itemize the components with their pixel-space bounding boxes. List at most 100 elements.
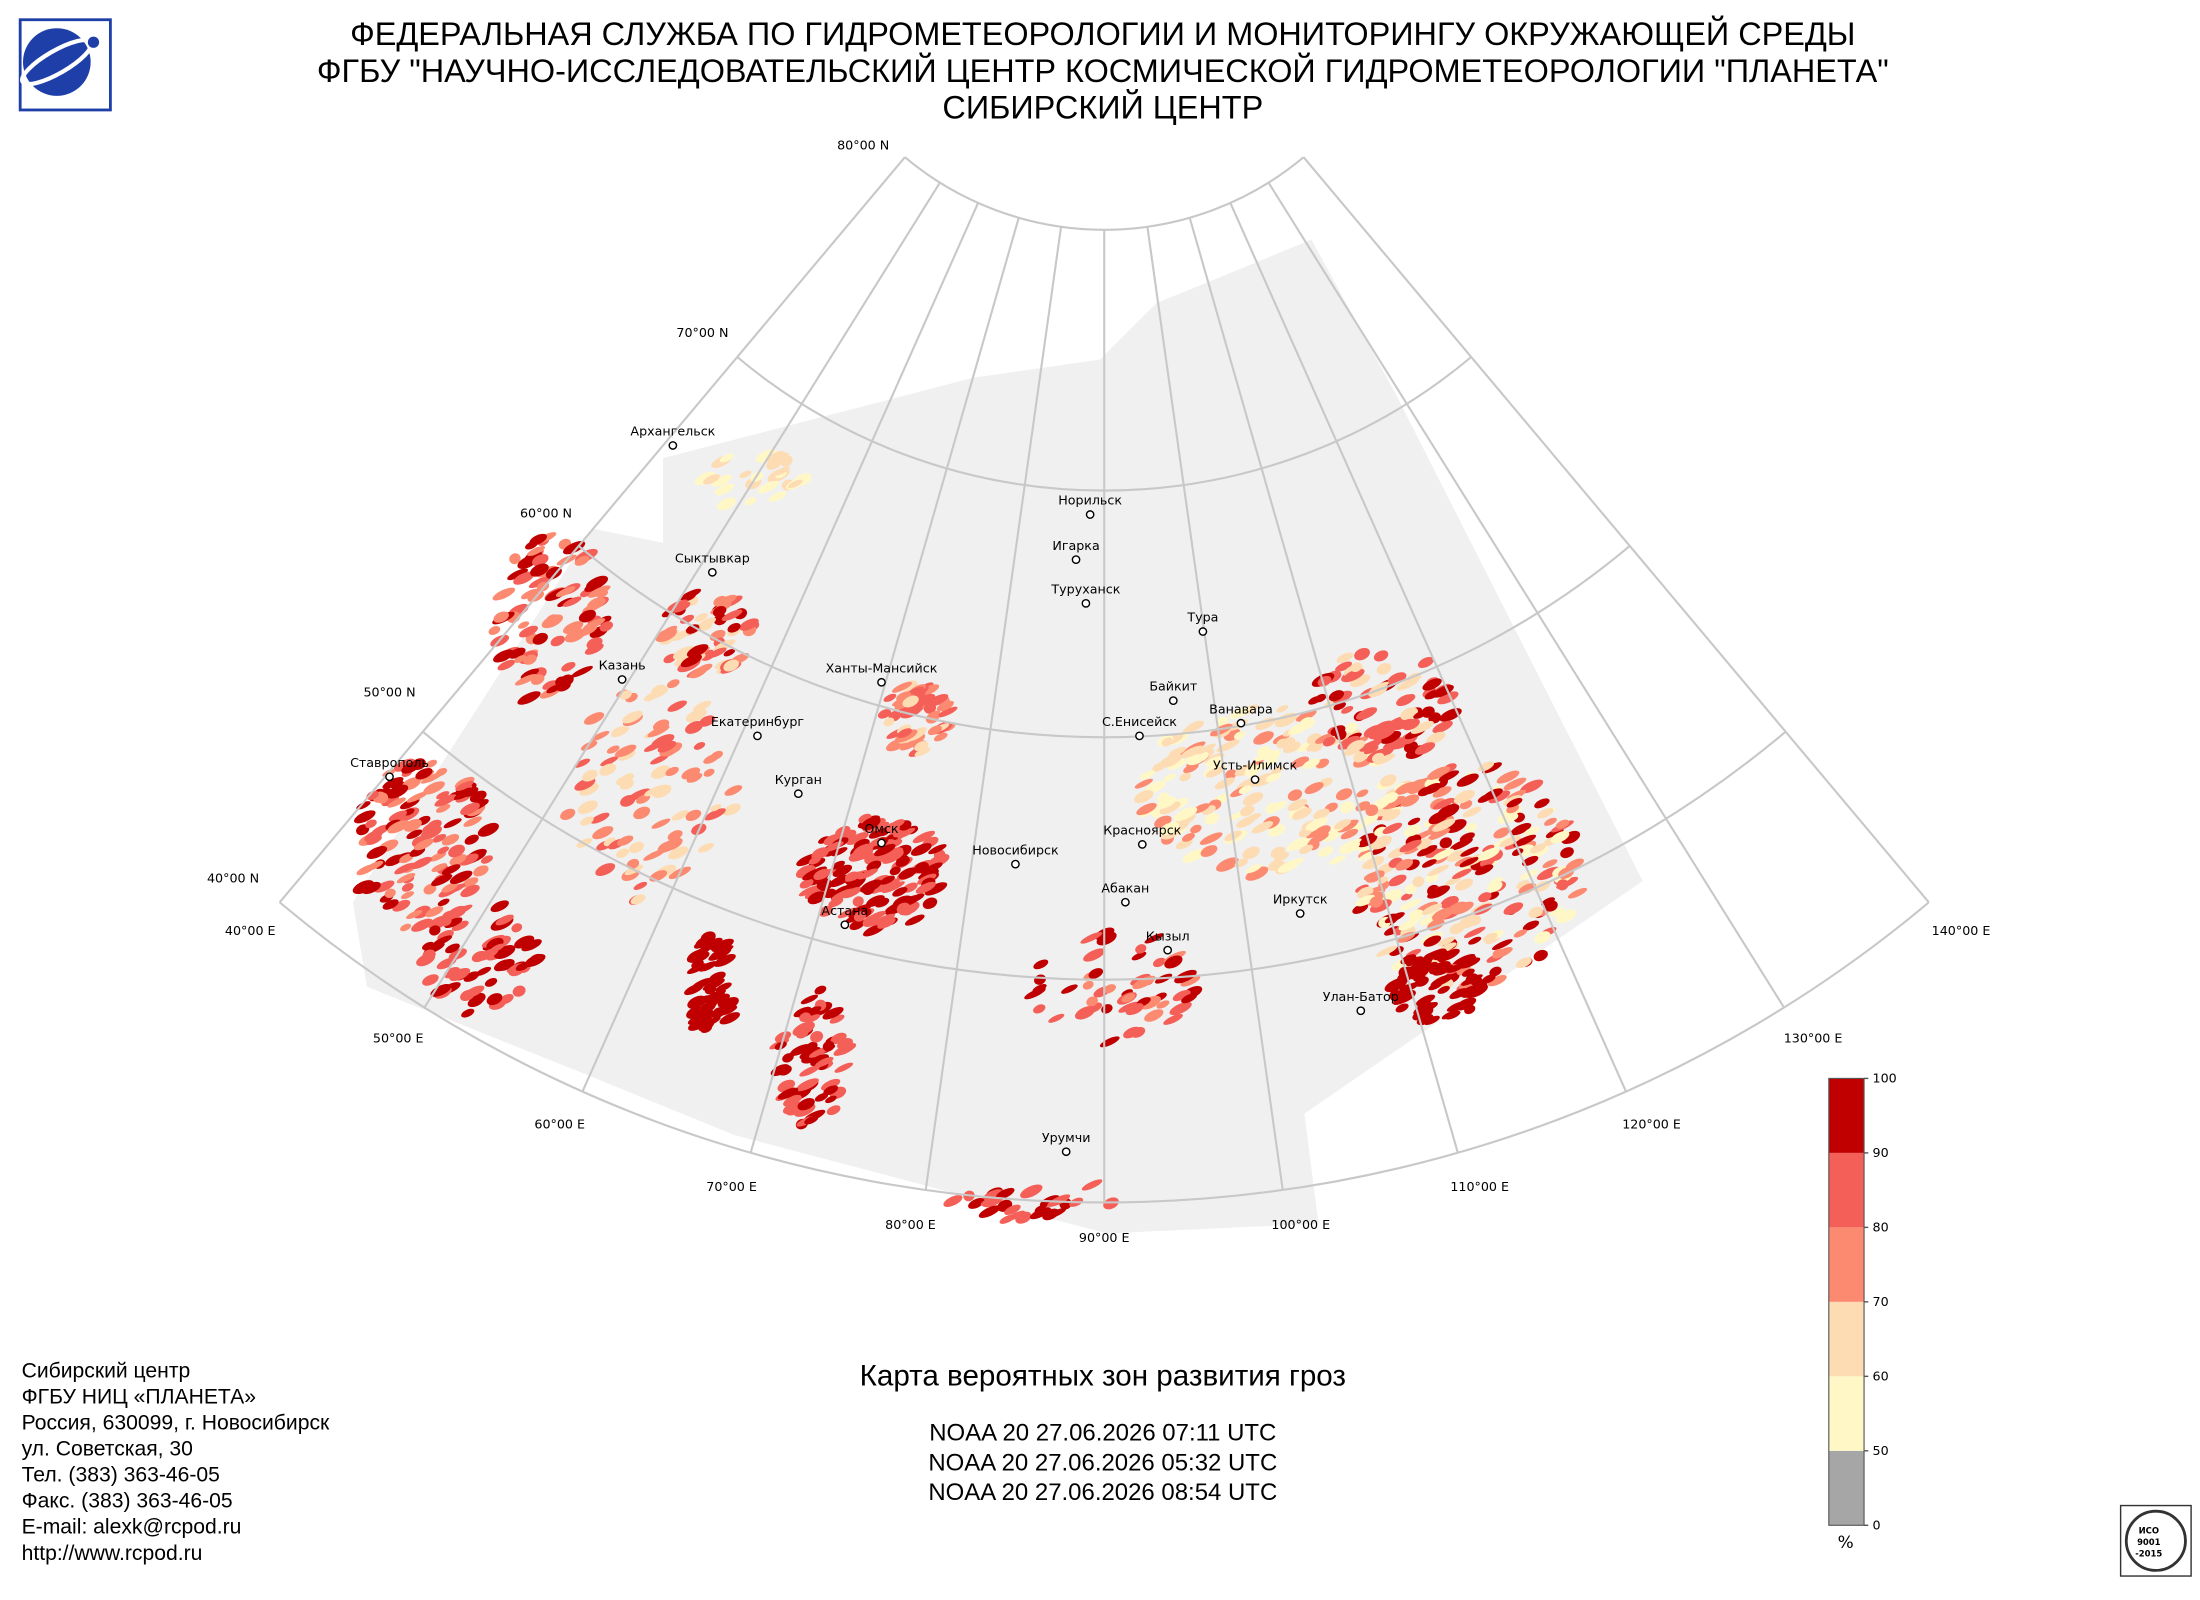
legend-bin [1828,1227,1865,1302]
storm-patch [722,803,741,816]
storm-patch [1462,968,1475,977]
storm-patch [1432,720,1453,734]
storm-patch [1341,705,1354,714]
storm-patch [633,806,651,820]
storm-patch [1265,772,1282,783]
storm-patch [614,744,637,758]
storm-patch [523,654,537,665]
storm-patch [665,766,679,777]
city-marker [877,838,886,848]
storm-patch [1334,819,1351,830]
storm-patch [1445,876,1461,886]
contact-line: ФГБУ НИЦ «ПЛАНЕТА» [22,1385,256,1408]
storm-patch [936,700,954,712]
storm-patch [1400,954,1417,965]
storm-patch [1032,984,1047,993]
storm-patch [1499,835,1521,848]
storm-patch [872,821,890,832]
storm-patch [708,948,732,961]
storm-patch [436,791,450,800]
storm-patch [578,609,596,623]
storm-patch [739,618,759,631]
storm-patch [1428,811,1449,825]
storm-patch [420,825,442,840]
city-label: Ханты-Мансийск [826,660,938,675]
storm-patch [633,881,648,891]
storm-patch [672,601,691,613]
storm-patch [517,691,541,705]
legend-bin [1828,1078,1865,1153]
storm-patch [860,816,881,831]
storm-patch [616,848,630,858]
storm-patch [1251,821,1274,834]
storm-patch [441,882,458,893]
storm-patch [797,1098,815,1111]
storm-patch [392,899,411,912]
storm-patch [1179,772,1191,782]
latitude-label: 50°00 N [363,684,415,699]
storm-patch [399,853,414,864]
meridian [1302,156,1930,904]
storm-patch [834,885,851,895]
city-marker [1071,555,1081,565]
storm-patch [425,906,444,918]
storm-patch [509,553,521,565]
storm-patch [650,765,671,779]
storm-patch [517,555,538,569]
storm-patch [833,1043,857,1056]
city-marker [1163,945,1173,955]
storm-patch [528,576,551,589]
storm-patch [978,1205,1001,1218]
storm-patch [849,919,865,931]
storm-patch [1474,864,1494,876]
longitude-label: 40°00 E [225,923,276,938]
storm-patch [1437,691,1459,705]
storm-patch [1158,821,1180,836]
storm-patch [401,882,414,892]
storm-patch [617,835,634,846]
storm-patch [644,784,666,797]
storm-patch [1432,786,1452,798]
storm-patch [520,668,539,680]
storm-patch [462,877,479,888]
storm-patch [1380,774,1397,787]
storm-patch [1515,957,1532,969]
city-label: Казань [599,658,646,673]
storm-patch [717,497,737,511]
storm-patch [694,613,708,622]
legend-tick-label: 80 [1873,1220,1889,1235]
storm-patch [810,1030,824,1043]
storm-patch [1398,919,1418,931]
storm-patch [1518,883,1537,895]
storm-patch [830,888,855,901]
storm-patch [1459,955,1477,967]
parallel [904,156,1305,231]
storm-patch [542,680,558,690]
storm-patch [1449,988,1469,1000]
storm-patch [1328,690,1345,702]
storm-patch [671,629,691,642]
storm-patch [352,880,374,895]
storm-patch [1195,743,1216,755]
storm-patch [895,856,910,867]
storm-patch [1152,957,1166,968]
storm-patch [1309,832,1329,844]
storm-patch [1354,647,1370,661]
storm-patch [488,626,501,635]
storm-patch [1560,847,1574,859]
storm-patch [1370,846,1386,855]
contact-line: Россия, 630099, г. Новосибирск [22,1411,330,1434]
storm-patch [1393,994,1411,1005]
storm-patch [715,982,732,992]
storm-patch [1542,859,1558,869]
legend-bin [1828,1152,1865,1228]
storm-patch [904,914,925,926]
storm-patch [651,734,675,749]
storm-patch [889,866,901,876]
storm-patch [1216,857,1239,872]
storm-patch [1413,957,1433,970]
storm-patch [831,860,845,870]
storm-patch [1534,931,1551,944]
storm-patch [1136,802,1157,816]
